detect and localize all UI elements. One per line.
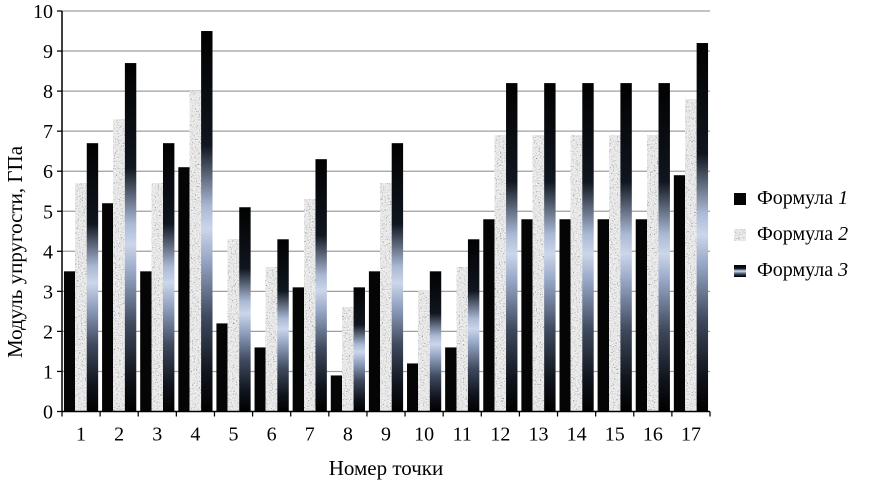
y-tick-label: 5 — [43, 201, 53, 223]
bar-series1-point13 — [521, 219, 533, 412]
bar-series2-point6 — [265, 267, 278, 412]
bar-series1-point3 — [140, 271, 152, 412]
bar-series3-point3 — [162, 143, 175, 412]
bar-series1-point7 — [292, 287, 305, 412]
y-tick-label: 3 — [43, 281, 53, 303]
bar-series2-point17 — [685, 99, 697, 412]
y-tick-label: 2 — [43, 321, 53, 343]
gradient-square-icon — [734, 264, 746, 277]
y-axis-title: Модуль упругости, ГПа — [3, 145, 27, 358]
bar-series3-point8 — [353, 287, 365, 412]
y-tick-label: 6 — [43, 161, 53, 183]
bar-series2-point1 — [75, 183, 87, 412]
y-tick-label: 9 — [43, 41, 53, 63]
bar-series1-point2 — [102, 203, 114, 412]
bar-series3-point9 — [391, 143, 404, 412]
bar-series2-point7 — [304, 199, 316, 412]
bar-series2-point10 — [418, 291, 430, 412]
bar-series1-point1 — [63, 271, 76, 412]
bar-series2-point13 — [532, 135, 545, 412]
x-tick-label: 4 — [190, 424, 200, 446]
x-tick-label: 16 — [643, 424, 663, 446]
bar-series3-point6 — [277, 239, 289, 412]
y-tick-label: 10 — [33, 1, 53, 23]
bar-series3-point10 — [429, 271, 442, 412]
bar-series3-point15 — [620, 83, 632, 412]
bar-series3-point2 — [124, 63, 137, 412]
x-tick-label: 12 — [490, 424, 510, 446]
bar-series2-point11 — [456, 267, 468, 412]
y-tick-label: 0 — [43, 402, 53, 424]
bar-series1-point14 — [559, 219, 571, 412]
legend-item-formula-3: Формула 3 — [733, 259, 849, 281]
bar-series1-point9 — [368, 271, 381, 412]
legend: Формула 1 Формула 2 Формула 3 — [733, 187, 849, 281]
bar-series2-point9 — [380, 183, 392, 412]
bar-series2-point5 — [227, 239, 240, 412]
x-tick-label: 5 — [229, 424, 239, 446]
legend-label: Формула 3 — [757, 259, 849, 281]
bar-series3-point17 — [696, 43, 709, 412]
black-square-icon — [734, 192, 746, 205]
legend-item-formula-2: Формула 2 — [733, 223, 849, 245]
bar-series2-point15 — [609, 135, 621, 412]
x-tick-label: 6 — [267, 424, 277, 446]
y-tick-label: 7 — [43, 121, 53, 143]
bar-series1-point12 — [483, 219, 495, 412]
bar-series3-point5 — [239, 207, 251, 412]
bar-series3-point13 — [544, 83, 556, 412]
bar-series3-point1 — [86, 143, 99, 412]
x-tick-label: 10 — [414, 424, 434, 446]
bar-series2-point16 — [647, 135, 659, 412]
bar-series1-point11 — [445, 347, 457, 412]
bar-series3-point11 — [467, 239, 480, 412]
bar-series2-point14 — [570, 135, 583, 412]
x-tick-label: 9 — [381, 424, 391, 446]
x-axis-title: Номер точки — [329, 456, 444, 480]
bar-series2-point3 — [151, 183, 163, 412]
bar-series1-point5 — [216, 323, 228, 412]
x-tick-label: 15 — [605, 424, 625, 446]
x-tick-label: 3 — [152, 424, 162, 446]
x-tick-label: 11 — [453, 424, 472, 446]
y-tick-label: 1 — [43, 361, 53, 383]
x-tick-label: 7 — [305, 424, 315, 446]
bar-series1-point16 — [635, 219, 648, 412]
bar-series1-point15 — [597, 219, 610, 412]
bar-series2-point8 — [342, 307, 354, 412]
bar-series2-point12 — [494, 135, 507, 412]
speckled-square-icon — [734, 228, 746, 241]
x-tick-label: 1 — [76, 424, 86, 446]
y-tick-label: 4 — [43, 241, 53, 263]
bar-series2-point2 — [113, 119, 125, 412]
bar-series1-point8 — [330, 375, 343, 412]
bar-series1-point6 — [254, 347, 266, 412]
bar-series1-point4 — [178, 167, 190, 412]
legend-label: Формула 1 — [757, 187, 849, 209]
legend-label: Формула 2 — [757, 223, 849, 245]
x-tick-label: 17 — [681, 424, 701, 446]
x-tick-label: 14 — [567, 424, 587, 446]
bar-series2-point4 — [189, 91, 202, 412]
x-tick-label: 13 — [528, 424, 548, 446]
x-tick-label: 8 — [343, 424, 353, 446]
bar-series1-point17 — [673, 175, 686, 412]
y-tick-label: 8 — [43, 81, 53, 103]
bar-series3-point4 — [201, 31, 213, 412]
bar-series1-point10 — [407, 363, 419, 412]
bar-series3-point16 — [658, 83, 670, 412]
x-tick-label: 2 — [114, 424, 124, 446]
bar-series3-point14 — [582, 83, 594, 412]
bar-series3-point12 — [506, 83, 518, 412]
bar-series3-point7 — [315, 159, 327, 412]
legend-item-formula-1: Формула 1 — [733, 187, 849, 209]
